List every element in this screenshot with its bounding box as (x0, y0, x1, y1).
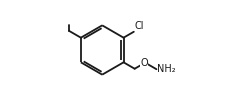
Text: NH₂: NH₂ (157, 64, 176, 74)
Text: O: O (140, 58, 148, 68)
Text: Cl: Cl (134, 21, 144, 31)
